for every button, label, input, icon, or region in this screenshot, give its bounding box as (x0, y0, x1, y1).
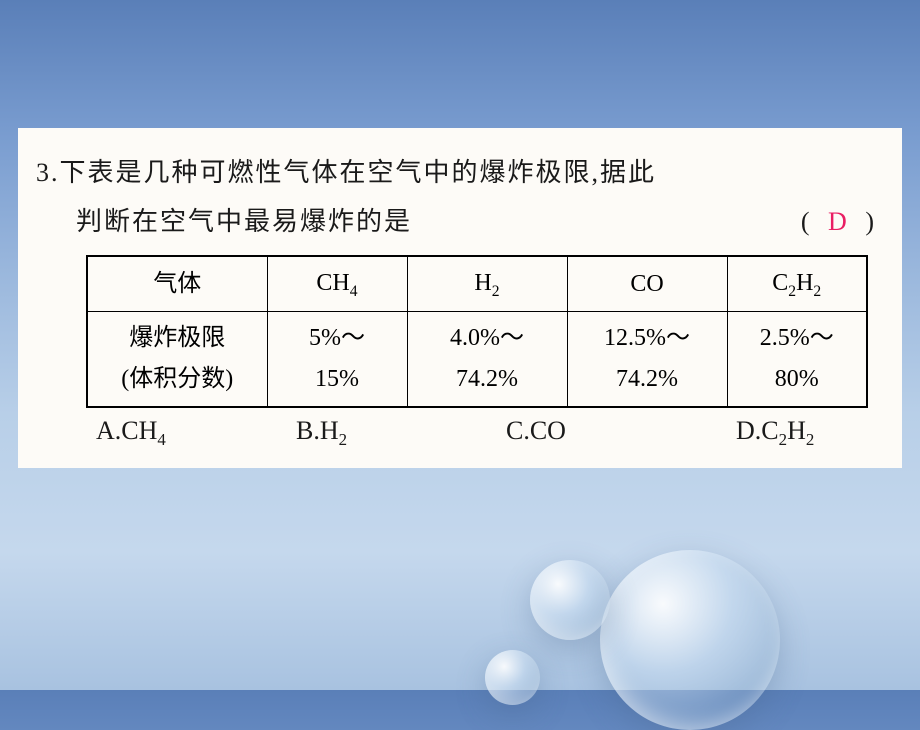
range-h2-high: 74.2% (456, 366, 518, 392)
options-row: A. CH4 B. H2 C. CO D. C2H2 (36, 416, 884, 450)
table-header-row: 气体 CH4 H2 CO C2H2 (87, 256, 867, 312)
row-label-1: 爆炸极限 (129, 325, 225, 351)
option-a: A. CH4 (96, 416, 296, 450)
range-ch4: 5%～ 15% (267, 312, 407, 407)
option-b-value: H2 (320, 416, 347, 450)
header-gas-h2: H2 (407, 256, 567, 312)
header-gas-c2h2: C2H2 (727, 256, 867, 312)
option-c-value: CO (530, 416, 566, 446)
decorative-sphere-large (600, 550, 780, 730)
answer-group: ( D ) (801, 197, 884, 246)
paren-close: ) (865, 207, 876, 236)
table-data-row: 爆炸极限 (体积分数) 5%～ 15% 4.0%～ 74.2% 12.5%～ 7… (87, 312, 867, 407)
explosion-limits-table: 气体 CH4 H2 CO C2H2 爆炸极限 (体积分数) 5%～ 15% 4.… (86, 255, 868, 408)
range-h2: 4.0%～ 74.2% (407, 312, 567, 407)
range-ch4-low: 5%～ (309, 325, 365, 351)
question-panel: 3. 下表是几种可燃性气体在空气中的爆炸极限,据此 判断在空气中最易爆炸的是 (… (18, 128, 902, 468)
row-label: 爆炸极限 (体积分数) (87, 312, 267, 407)
option-c-prefix: C. (506, 416, 530, 446)
question-line-2: 判断在空气中最易爆炸的是 ( D ) (36, 197, 884, 246)
option-d-prefix: D. (736, 416, 761, 446)
option-b: B. H2 (296, 416, 506, 450)
option-c: C. CO (506, 416, 736, 450)
range-ch4-high: 15% (315, 366, 359, 392)
range-h2-low: 4.0%～ (450, 325, 524, 351)
header-gas-label: 气体 (87, 256, 267, 312)
paren-open: ( (801, 207, 812, 236)
row-label-2: (体积分数) (121, 366, 233, 392)
range-co-high: 74.2% (616, 366, 678, 392)
option-b-prefix: B. (296, 416, 320, 446)
header-gas-co: CO (567, 256, 727, 312)
range-co-low: 12.5%～ (604, 325, 690, 351)
question-text: 3. 下表是几种可燃性气体在空气中的爆炸极限,据此 判断在空气中最易爆炸的是 (… (36, 148, 884, 247)
question-number: 3. (36, 148, 60, 197)
option-a-prefix: A. (96, 416, 121, 446)
header-gas-ch4: CH4 (267, 256, 407, 312)
option-d-value: C2H2 (761, 416, 814, 450)
option-a-value: CH4 (121, 416, 166, 450)
question-text-1: 下表是几种可燃性气体在空气中的爆炸极限,据此 (60, 148, 657, 197)
answer-letter: D (820, 207, 857, 236)
decorative-sphere-small (485, 650, 540, 705)
range-c2h2-high: 80% (775, 366, 819, 392)
question-line-1: 3. 下表是几种可燃性气体在空气中的爆炸极限,据此 (36, 148, 884, 197)
range-co: 12.5%～ 74.2% (567, 312, 727, 407)
question-text-2: 判断在空气中最易爆炸的是 (76, 197, 412, 246)
range-c2h2: 2.5%～ 80% (727, 312, 867, 407)
range-c2h2-low: 2.5%～ (760, 325, 834, 351)
decorative-sphere-medium (530, 560, 610, 640)
option-d: D. C2H2 (736, 416, 814, 450)
